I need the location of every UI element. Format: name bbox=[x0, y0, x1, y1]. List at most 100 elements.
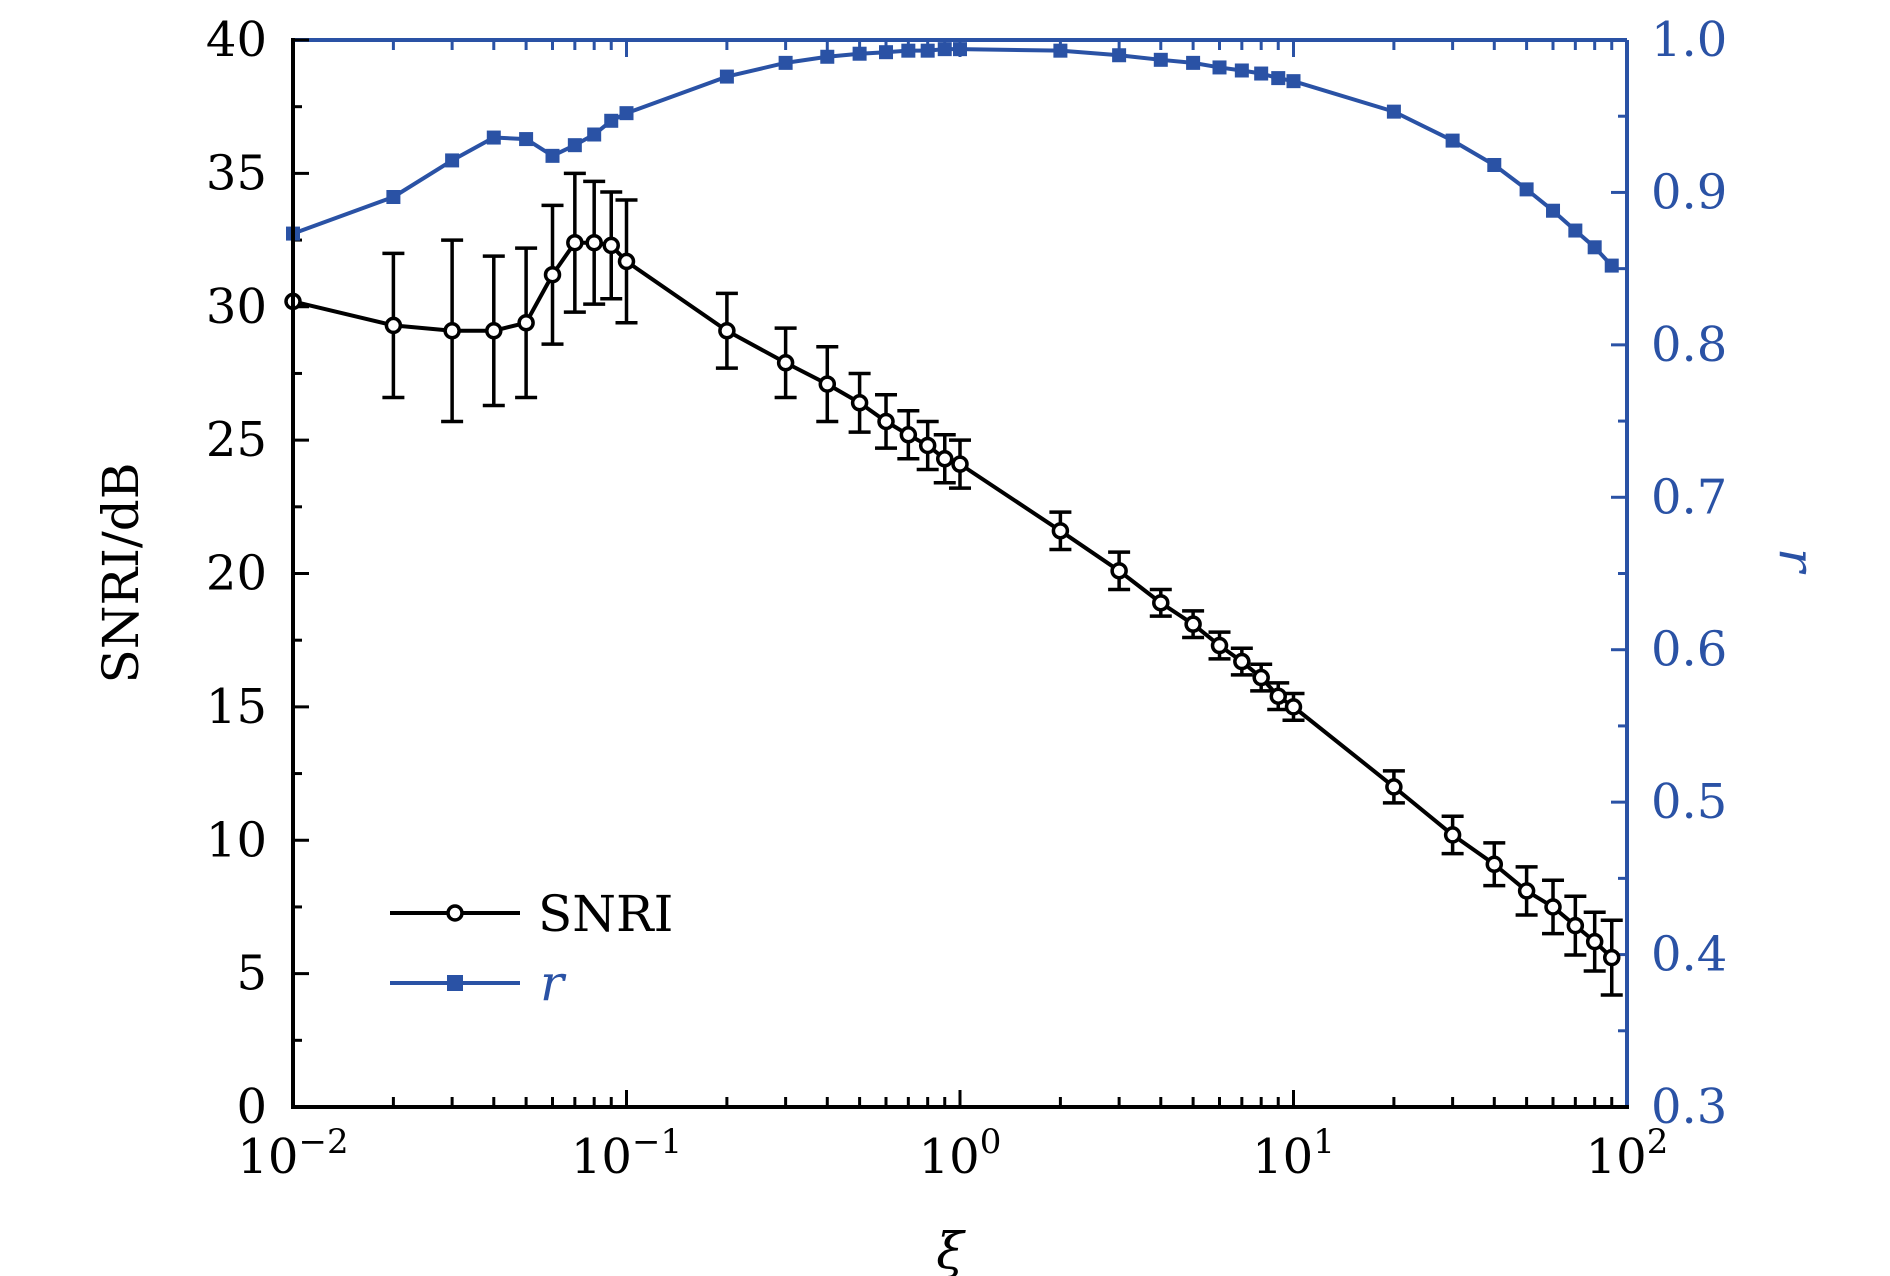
y-tick-label: 40 bbox=[206, 12, 267, 68]
r-point bbox=[1519, 182, 1534, 197]
x-tick-label: 102 bbox=[1586, 1122, 1669, 1185]
r-point bbox=[1487, 157, 1502, 172]
snri-point bbox=[951, 455, 969, 473]
r-point bbox=[1153, 52, 1168, 67]
snri-point bbox=[543, 265, 562, 284]
r-point bbox=[1053, 43, 1068, 58]
y2-tick-label: 0.6 bbox=[1651, 622, 1727, 678]
snri-point bbox=[566, 233, 584, 252]
snri-point bbox=[1233, 652, 1251, 671]
snri-point bbox=[1443, 826, 1462, 844]
y-tick-label: 25 bbox=[206, 412, 267, 468]
y-tick-label: 15 bbox=[206, 679, 267, 735]
y2-tick-label: 0.9 bbox=[1651, 164, 1727, 220]
snri-point bbox=[1110, 562, 1128, 580]
snri-point bbox=[384, 316, 403, 335]
axis-ticks bbox=[291, 38, 1627, 1109]
r-point bbox=[1186, 55, 1201, 70]
x-tick-label: 101 bbox=[1252, 1122, 1335, 1185]
snri-point bbox=[1269, 687, 1287, 705]
r-point bbox=[619, 106, 634, 121]
snri-point bbox=[1184, 615, 1202, 633]
legend: SNRI r bbox=[390, 885, 673, 1012]
r-point bbox=[1212, 60, 1227, 75]
legend-snri-marker bbox=[446, 904, 464, 922]
snri-point bbox=[776, 354, 795, 372]
legend-r-marker bbox=[447, 975, 463, 991]
r-point bbox=[1546, 203, 1561, 218]
y2-tick-label: 0.3 bbox=[1651, 1079, 1727, 1135]
snri-point bbox=[918, 436, 937, 455]
snri-point bbox=[443, 322, 461, 340]
y-tick-label: 35 bbox=[206, 145, 267, 201]
snri-point bbox=[718, 322, 736, 340]
series-r bbox=[286, 42, 1619, 273]
y-tick-label: 30 bbox=[206, 279, 267, 335]
r-point bbox=[937, 42, 952, 57]
y-axis-title: SNRI/dB bbox=[92, 463, 150, 684]
snri-point bbox=[1210, 636, 1229, 655]
snri-point bbox=[877, 412, 895, 431]
r-point bbox=[852, 46, 867, 61]
x-tick-label: 100 bbox=[919, 1122, 1002, 1185]
r-point bbox=[1254, 66, 1269, 81]
r-point bbox=[486, 130, 501, 145]
axis-labels: 0 5 10 15 20 25 30 35 40 0.3 0.4 0.5 0.6 0.7 0.8 0.9 1.0… bbox=[206, 12, 1727, 1185]
r-point bbox=[1604, 258, 1619, 273]
y-tick-label: 10 bbox=[206, 812, 267, 868]
r-point bbox=[1386, 104, 1401, 119]
snri-point bbox=[1284, 698, 1303, 716]
r-point bbox=[953, 42, 967, 57]
r-point bbox=[445, 153, 460, 168]
snri-point bbox=[517, 314, 535, 332]
snri-point bbox=[935, 450, 954, 468]
r-point bbox=[778, 55, 793, 70]
y2-tick-label: 1.0 bbox=[1651, 12, 1727, 68]
r-point bbox=[901, 43, 916, 58]
y2-tick-label: 0.4 bbox=[1651, 927, 1727, 983]
snri-point bbox=[1602, 948, 1621, 967]
snri-point bbox=[1485, 855, 1504, 874]
snri-point bbox=[585, 233, 603, 252]
x-axis-title: ξ bbox=[936, 1222, 966, 1276]
r-point bbox=[567, 138, 582, 153]
y2-tick-label: 0.5 bbox=[1651, 774, 1727, 830]
r-point bbox=[386, 190, 401, 205]
snri-point bbox=[818, 375, 837, 393]
plot-frame bbox=[291, 38, 1629, 1109]
x-tick-label: 10−1 bbox=[571, 1122, 682, 1185]
x-tick-label: 10−2 bbox=[237, 1122, 348, 1185]
snri-point bbox=[1585, 932, 1604, 951]
snri-point bbox=[1517, 882, 1536, 900]
y-tick-label: 0 bbox=[236, 1079, 267, 1135]
r-point bbox=[1234, 63, 1249, 78]
series-snri bbox=[284, 171, 1623, 997]
snri-point bbox=[485, 322, 503, 340]
y2-tick-label: 0.8 bbox=[1651, 317, 1727, 373]
snri-line bbox=[292, 240, 1614, 960]
r-point bbox=[1286, 74, 1301, 89]
r-point bbox=[920, 43, 935, 58]
r-point bbox=[879, 45, 894, 60]
y2-axis-title: r bbox=[1768, 548, 1826, 575]
snri-point bbox=[1385, 778, 1403, 796]
y-tick-label: 20 bbox=[206, 546, 267, 602]
snri-point bbox=[850, 394, 869, 412]
r-point bbox=[519, 132, 534, 147]
legend-r-label: r bbox=[540, 954, 567, 1012]
r-point bbox=[545, 148, 560, 163]
snri-point bbox=[1566, 916, 1585, 935]
r-point bbox=[604, 113, 619, 128]
snri-point bbox=[899, 426, 918, 444]
r-point bbox=[1271, 71, 1286, 86]
r-point bbox=[820, 49, 835, 64]
y2-tick-label: 0.7 bbox=[1651, 469, 1727, 525]
snri-point bbox=[1152, 594, 1170, 612]
r-point bbox=[1112, 48, 1127, 63]
y-tick-label: 5 bbox=[236, 946, 267, 1002]
snri-point bbox=[1051, 522, 1070, 540]
snri-point bbox=[602, 236, 620, 255]
snri-point bbox=[1252, 668, 1270, 687]
right-axis-frame bbox=[293, 38, 1629, 1107]
